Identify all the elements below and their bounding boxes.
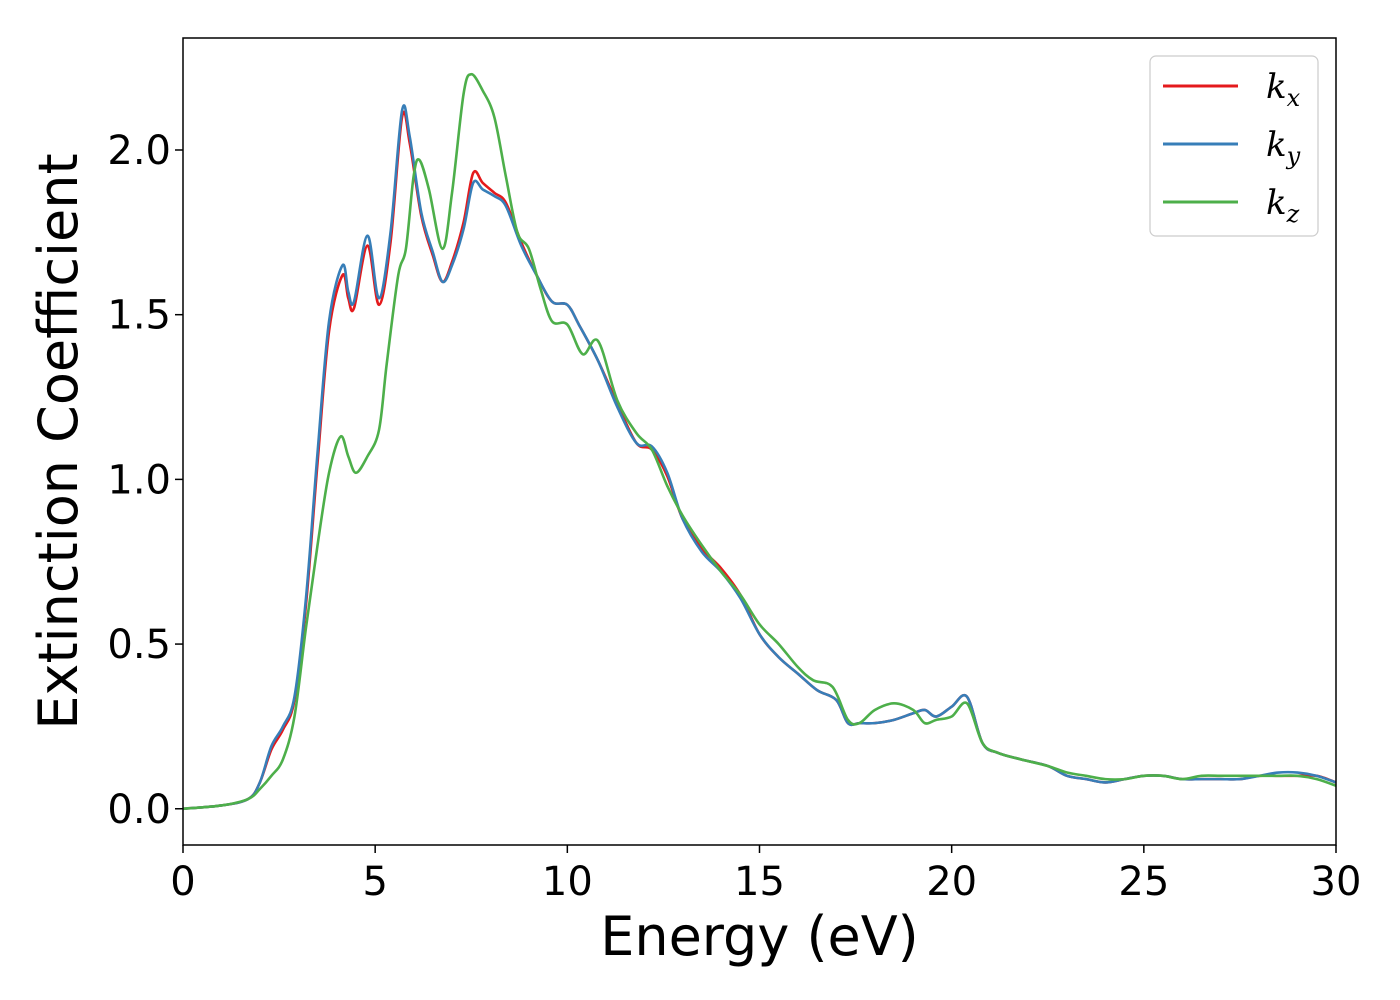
y-tick-label: 1.0	[107, 457, 171, 503]
x-tick-label: 0	[170, 859, 195, 905]
x-tick-label: 25	[1118, 859, 1169, 905]
legend-label-kx: kx	[1266, 67, 1301, 112]
x-tick-label: 5	[362, 859, 387, 905]
series-layer	[183, 72, 1336, 811]
y-axis-label: Extinction Coefficient	[27, 153, 90, 729]
legend-box	[1149, 55, 1319, 237]
y-tick-label: 0.0	[107, 787, 171, 833]
x-tick-label: 30	[1311, 859, 1362, 905]
legend-label-ky: ky	[1266, 125, 1301, 170]
legend-label-subscript: x	[1287, 84, 1301, 112]
legend-label-subscript: y	[1286, 142, 1301, 170]
series-line-kz	[183, 72, 1336, 811]
x-axis-ticks: 0 5 10 15 20 25 30	[170, 845, 1361, 905]
y-tick-label: 1.5	[107, 293, 171, 339]
x-axis-label: Energy (eV)	[600, 905, 919, 968]
series-line-ky	[183, 104, 1336, 811]
y-axis-ticks: 0.0 0.5 1.0 1.5 2.0	[107, 128, 183, 833]
y-tick-label: 0.5	[107, 622, 171, 668]
x-tick-label: 10	[542, 859, 593, 905]
legend-label-base: k	[1266, 183, 1287, 223]
x-tick-label: 20	[926, 859, 977, 905]
legend-label-subscript: z	[1286, 200, 1300, 228]
y-tick-label: 2.0	[107, 128, 171, 174]
x-tick-label: 15	[734, 859, 785, 905]
legend-label-kz: kz	[1266, 183, 1300, 228]
legend-label-base: k	[1266, 125, 1287, 165]
legend-label-base: k	[1266, 67, 1287, 107]
